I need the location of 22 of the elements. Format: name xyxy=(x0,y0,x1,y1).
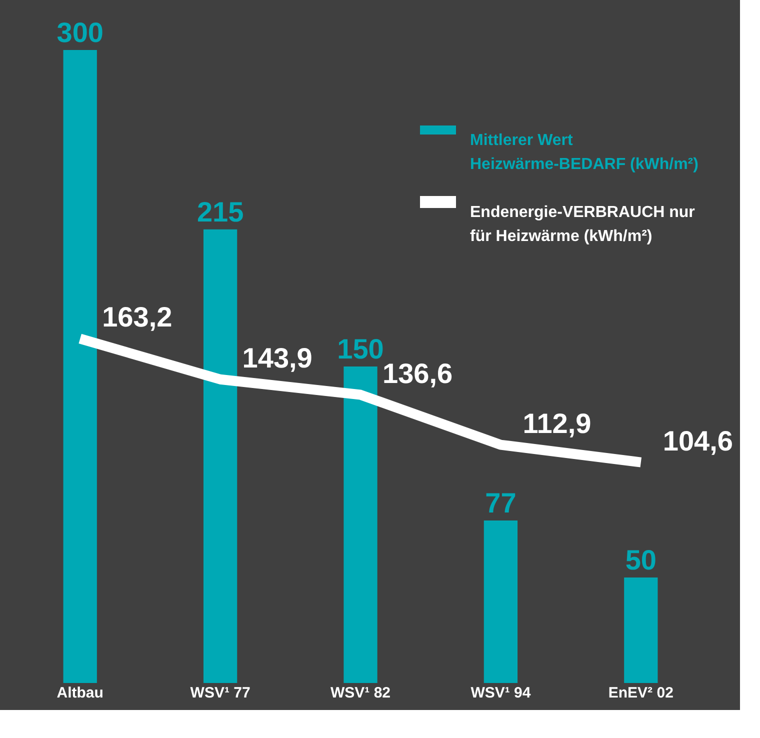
data-label: 104,6 xyxy=(662,425,733,456)
x-tick-label: WSV¹ 82 xyxy=(330,684,391,702)
bar xyxy=(624,578,658,683)
data-label: 163,2 xyxy=(102,302,172,333)
x-tick-label: WSV¹ 77 xyxy=(190,684,250,702)
bar xyxy=(63,50,97,683)
data-label: 215 xyxy=(196,196,244,228)
x-tick-label: EnEV² 02 xyxy=(608,684,674,702)
bar xyxy=(484,520,518,683)
data-label: 112,9 xyxy=(522,408,592,439)
bar xyxy=(344,366,378,683)
data-label: 143,9 xyxy=(242,342,312,374)
data-label: 50 xyxy=(625,544,656,576)
data-label: 77 xyxy=(485,488,516,519)
x-tick-label: WSV¹ 94 xyxy=(470,684,532,702)
text: Endenergie-VERBRAUCH nur für Heizwärme (kWh/m²) xyxy=(470,204,695,245)
text: Mittlerer Wert Heizwärme-BEDARF (kWh/m²) xyxy=(470,132,698,173)
data-label: 300 xyxy=(56,17,104,48)
bar xyxy=(203,229,238,683)
x-tick-label: Altbau xyxy=(56,684,104,702)
data-label: 150 xyxy=(337,334,384,364)
data-label: 136,6 xyxy=(382,358,453,389)
